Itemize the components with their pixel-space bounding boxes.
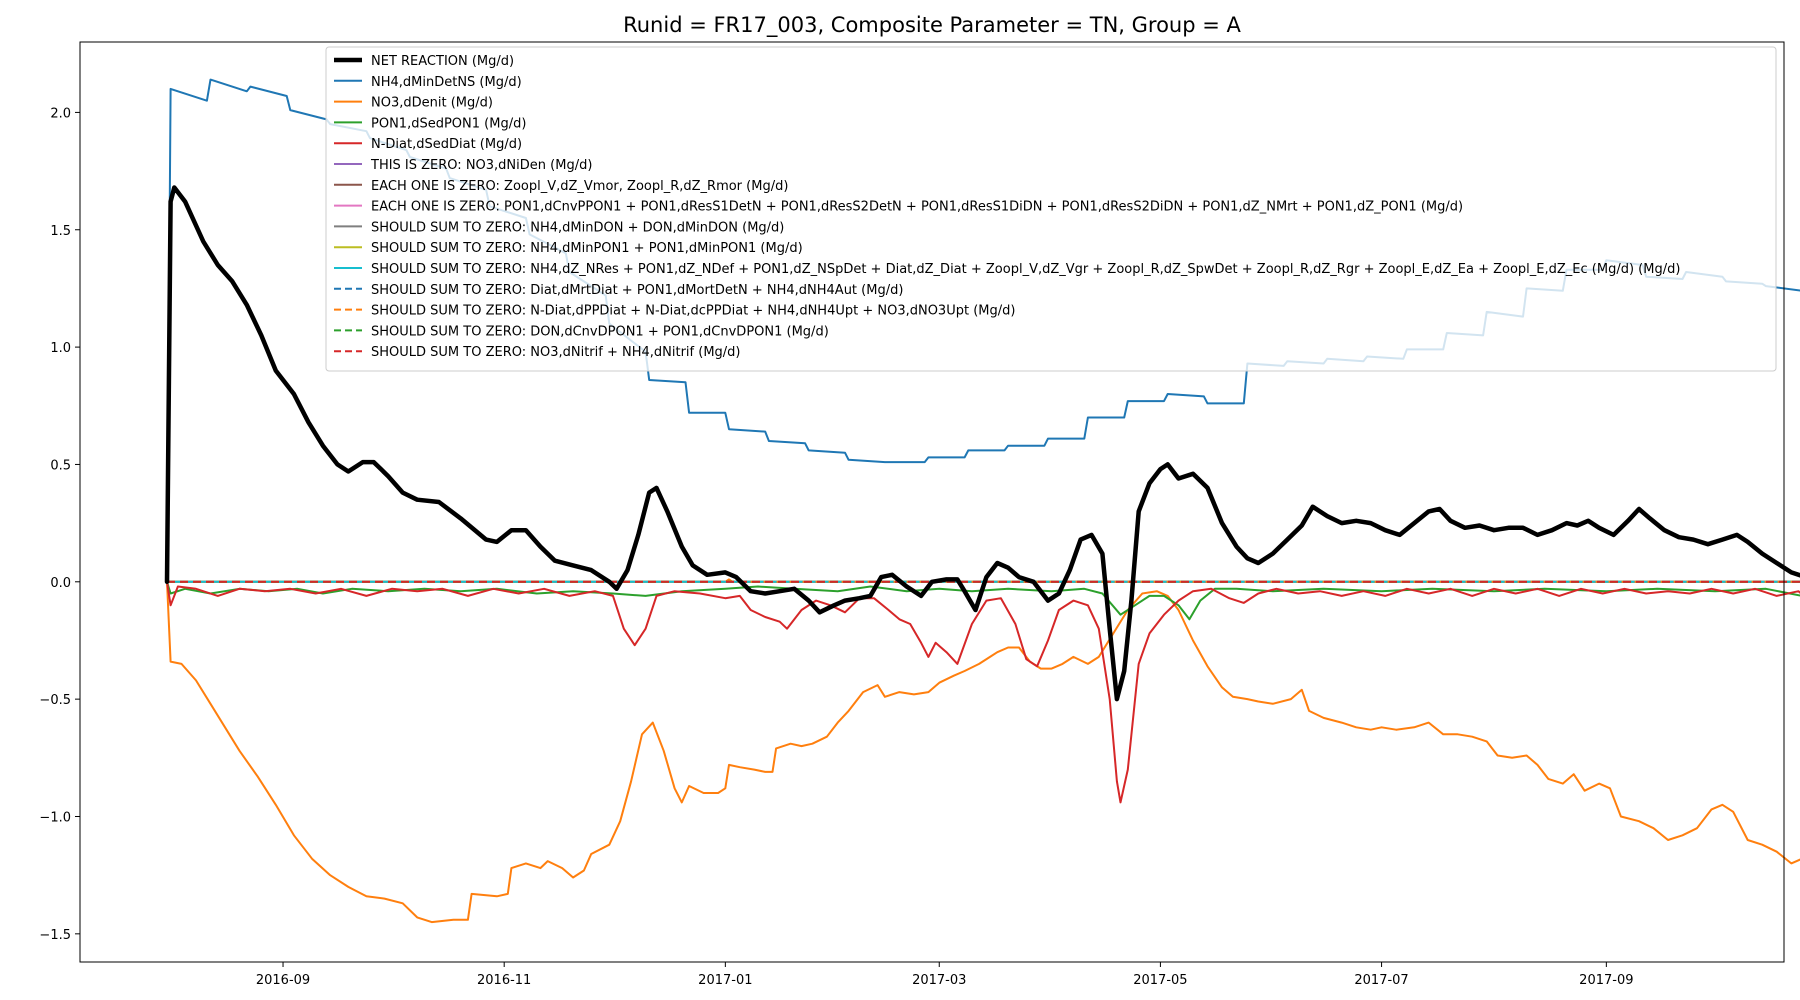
legend-label: SHOULD SUM TO ZERO: N-Diat,dPPDiat + N-D… bbox=[371, 304, 1015, 319]
legend-label: N-Diat,dSedDiat (Mg/d) bbox=[371, 137, 522, 152]
legend-label: NET REACTION (Mg/d) bbox=[371, 54, 514, 69]
legend-label: EACH ONE IS ZERO: PON1,dCnvPPON1 + PON1,… bbox=[371, 200, 1463, 215]
legend-label: SHOULD SUM TO ZERO: NO3,dNitrif + NH4,dN… bbox=[371, 345, 740, 360]
chart-title: Runid = FR17_003, Composite Parameter = … bbox=[623, 13, 1241, 38]
legend-label: NO3,dDenit (Mg/d) bbox=[371, 96, 493, 111]
legend-label: THIS IS ZERO: NO3,dNiDen (Mg/d) bbox=[370, 158, 592, 173]
y-tick-label: 2.0 bbox=[50, 106, 71, 121]
legend-label: EACH ONE IS ZERO: Zoopl_V,dZ_Vmor, Zoopl… bbox=[371, 179, 788, 194]
y-tick-label: −1.0 bbox=[39, 810, 71, 825]
y-tick-label: 0.0 bbox=[50, 576, 71, 591]
y-axis: −1.5 −1.0 −0.5 0.0 0.5 1.0 1.5 2.0 bbox=[39, 106, 80, 943]
y-tick-label: 1.0 bbox=[50, 341, 71, 356]
y-tick-label: 0.5 bbox=[50, 458, 71, 473]
legend-label: PON1,dSedPON1 (Mg/d) bbox=[371, 116, 526, 131]
x-tick-label: 2017-01 bbox=[698, 973, 752, 988]
legend-label: SHOULD SUM TO ZERO: Diat,dMrtDiat + PON1… bbox=[371, 283, 903, 298]
x-tick-label: 2017-09 bbox=[1579, 973, 1633, 988]
x-axis: 2016-09 2016-11 2017-01 2017-03 2017-05 2017-… bbox=[256, 962, 1634, 988]
plot-frame bbox=[79, 41, 1785, 963]
x-tick-label: 2016-11 bbox=[477, 973, 531, 988]
x-tick-label: 2017-03 bbox=[912, 973, 966, 988]
legend-box bbox=[325, 46, 1777, 372]
series-line-2 bbox=[166, 580, 1800, 924]
x-tick-label: 2016-09 bbox=[256, 973, 310, 988]
legend-label: SHOULD SUM TO ZERO: NH4,dMinPON1 + PON1,… bbox=[371, 241, 803, 256]
legend-label: SHOULD SUM TO ZERO: NH4,dZ_NRes + PON1,d… bbox=[371, 262, 1680, 277]
legend-label: SHOULD SUM TO ZERO: DON,dCnvDPON1 + PON1… bbox=[371, 324, 829, 339]
series-line-3 bbox=[166, 580, 1800, 621]
series-layer bbox=[164, 78, 1800, 924]
y-tick-label: −1.5 bbox=[39, 928, 71, 943]
y-tick-label: −0.5 bbox=[39, 693, 71, 708]
legend-label: NH4,dMinDetNS (Mg/d) bbox=[371, 75, 522, 90]
y-tick-label: 1.5 bbox=[50, 224, 71, 239]
x-tick-label: 2017-05 bbox=[1133, 973, 1187, 988]
series-line-4 bbox=[166, 580, 1800, 804]
x-tick-label: 2017-07 bbox=[1354, 973, 1408, 988]
legend: NET REACTION (Mg/d) NH4,dMinDetNS (Mg/d) N… bbox=[325, 46, 1777, 372]
series-line-0 bbox=[164, 185, 1800, 702]
legend-label: SHOULD SUM TO ZERO: NH4,dMinDON + DON,dM… bbox=[371, 220, 784, 235]
